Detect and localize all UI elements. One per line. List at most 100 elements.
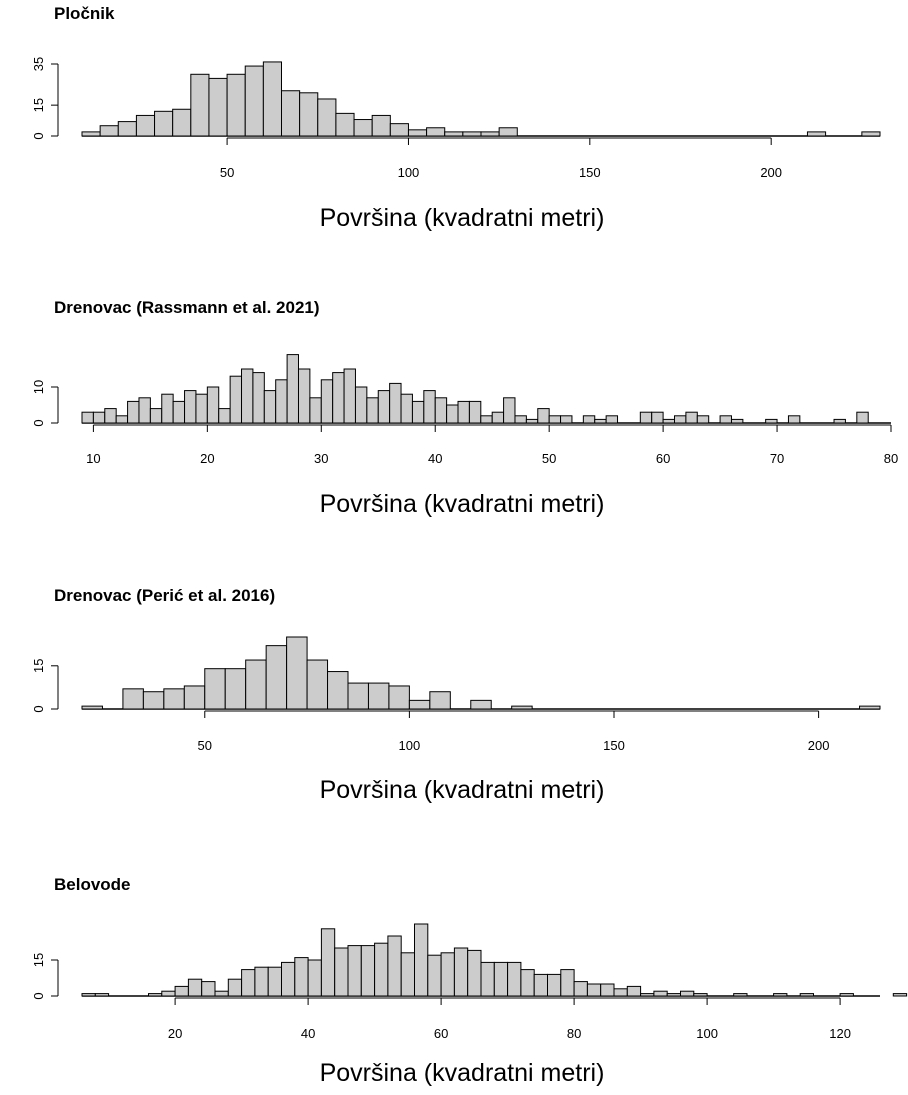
x-tick-label: 60 <box>434 1026 448 1041</box>
histogram-bar <box>626 985 642 997</box>
histogram-bar <box>503 397 516 424</box>
panel-title: Belovode <box>54 875 131 894</box>
x-tick-label: 200 <box>760 165 782 180</box>
histogram-bar <box>227 978 243 997</box>
histogram-bar <box>453 947 469 997</box>
histogram-bar <box>104 408 117 424</box>
x-axis-label: Površina (kvadratni metri) <box>320 490 605 518</box>
y-tick-label: 10 <box>31 380 46 394</box>
histogram-bar <box>299 92 319 137</box>
histogram-bar <box>320 928 336 997</box>
histogram-bar <box>457 400 470 424</box>
histogram-bar <box>172 400 186 424</box>
histogram-bar <box>265 645 288 710</box>
histogram-bar <box>244 65 264 137</box>
histogram-bar <box>332 372 345 424</box>
histogram-bar <box>208 77 228 137</box>
histogram-bar <box>281 90 301 137</box>
histogram-bar <box>765 418 778 424</box>
histogram-bar <box>856 411 869 424</box>
histogram-bar <box>507 961 522 997</box>
histogram-bar <box>138 397 151 424</box>
histogram-bar <box>839 993 854 997</box>
histogram-bar <box>187 978 203 997</box>
histogram-bar <box>81 411 94 424</box>
histogram-bar <box>334 947 349 997</box>
histogram-bar <box>115 415 129 424</box>
histogram-bar <box>525 418 539 424</box>
histogram-bar <box>787 415 801 424</box>
histogram-bar <box>297 368 311 424</box>
histogram-bar <box>719 415 732 424</box>
histogram-bar <box>195 393 208 424</box>
histogram-bar <box>161 393 174 424</box>
histogram-bar <box>374 942 389 997</box>
x-tick-label: 120 <box>829 1026 851 1041</box>
histogram-bar <box>294 957 309 997</box>
histogram-bar <box>99 125 119 137</box>
histogram-bar <box>511 705 533 710</box>
histogram-bar <box>172 108 192 137</box>
histogram-bar <box>444 131 464 137</box>
x-axis-label: Površina (kvadratni metri) <box>320 776 605 804</box>
histogram-bar <box>161 990 176 997</box>
histogram-bar <box>263 390 277 424</box>
panel-title: Pločnik <box>54 4 115 23</box>
panel-title: Drenovac (Rassmann et al. 2021) <box>54 298 320 317</box>
histogram-bar <box>388 685 410 710</box>
histogram-bar <box>639 411 653 424</box>
x-axis-label: Površina (kvadratni metri) <box>320 204 605 232</box>
histogram-bar <box>94 993 110 997</box>
histogram-bar <box>400 393 413 424</box>
histogram-bar <box>773 993 788 997</box>
histogram-bar <box>81 993 96 997</box>
histogram-bar <box>491 411 505 424</box>
x-tick-label: 10 <box>86 451 100 466</box>
histogram-bar <box>586 983 602 997</box>
histogram-bar <box>190 73 210 137</box>
x-tick-label: 50 <box>542 451 556 466</box>
histogram-bar <box>142 691 165 710</box>
histogram-bar <box>335 112 355 137</box>
x-tick-label: 150 <box>579 165 601 180</box>
histogram-bar <box>861 131 881 137</box>
histogram-bar <box>533 973 549 997</box>
x-tick-label: 60 <box>656 451 670 466</box>
y-tick-label: 0 <box>31 419 46 426</box>
histogram-bar <box>367 682 390 710</box>
x-tick-label: 50 <box>198 738 212 753</box>
histogram-bar <box>184 390 197 424</box>
histogram-bar <box>309 397 322 424</box>
histogram-bar <box>245 659 267 710</box>
histogram-bar <box>662 418 675 424</box>
histogram-bar <box>582 415 596 424</box>
histogram-bar <box>149 408 163 424</box>
histogram-bar <box>204 668 226 710</box>
histogram-bar <box>730 418 744 424</box>
x-tick-label: 70 <box>770 451 784 466</box>
y-tick-label: 0 <box>31 705 46 712</box>
histogram-bar <box>411 400 425 424</box>
y-tick-label: 15 <box>31 953 46 967</box>
histogram-bar <box>281 961 296 997</box>
histogram-bar <box>218 408 231 424</box>
x-tick-label: 100 <box>398 165 420 180</box>
histogram-bar <box>254 966 269 997</box>
histogram-bar <box>286 354 299 424</box>
x-tick-label: 100 <box>399 738 421 753</box>
histogram-bar <box>605 415 619 424</box>
x-tick-label: 40 <box>301 1026 315 1041</box>
histogram-bar <box>387 935 402 997</box>
histogram-bar <box>498 127 518 137</box>
histogram-bar <box>214 990 229 997</box>
histogram-bar <box>320 379 334 424</box>
histogram-bar <box>806 131 827 137</box>
histogram-bar <box>400 952 416 997</box>
histogram-bar <box>343 368 356 424</box>
y-tick-label: 15 <box>31 659 46 673</box>
histogram-bar <box>594 418 607 424</box>
histogram-bar <box>148 993 163 997</box>
histogram-bar <box>468 400 482 424</box>
panel-drenovac-rassmann: Drenovac (Rassmann et al. 2021) Površina… <box>31 298 898 518</box>
x-axis-label: Površina (kvadratni metri) <box>320 1059 605 1087</box>
